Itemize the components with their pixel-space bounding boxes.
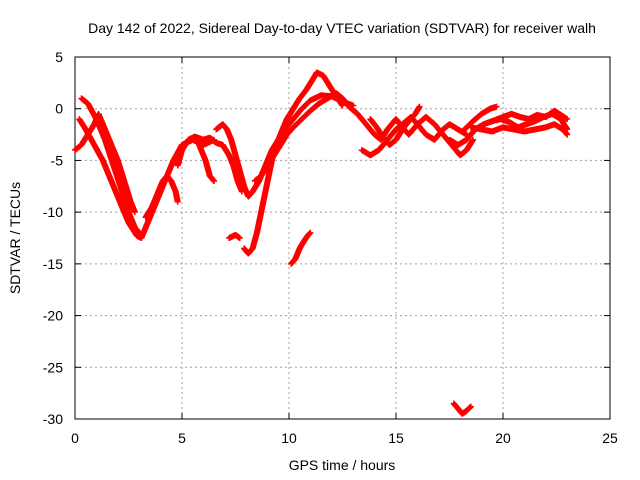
x-axis-label: GPS time / hours	[289, 457, 396, 473]
point-markers	[467, 121, 571, 138]
series-arc-11	[288, 229, 314, 267]
series-arc-5	[174, 133, 245, 195]
point-markers	[251, 90, 352, 185]
point-markers	[288, 229, 314, 267]
point-markers	[174, 133, 245, 195]
x-tick-label: 15	[388, 430, 404, 446]
series-arc-19	[450, 400, 474, 417]
point-markers	[72, 110, 138, 216]
point-markers	[142, 172, 181, 221]
point-markers	[367, 103, 423, 148]
x-tick-label: 10	[281, 430, 297, 446]
series-arc-6	[196, 141, 218, 185]
y-tick-label: -25	[43, 359, 63, 375]
series-arc-2	[78, 95, 143, 236]
series-arc-16	[461, 103, 500, 133]
tick-labels: 0 5 10 15 20 25 5 0 -5 -10 -15 -20 -25 -30	[43, 49, 618, 446]
series-arc-17	[467, 121, 571, 138]
y-tick-label: -5	[51, 152, 64, 168]
y-tick-label: -15	[43, 256, 63, 272]
point-markers	[78, 95, 143, 236]
series-arc-4	[142, 172, 181, 221]
series-arc-10	[226, 231, 243, 241]
plot-frame	[74, 56, 611, 420]
y-tick-label: -20	[43, 308, 63, 324]
y-tick-label: 5	[55, 49, 63, 65]
y-tick-label: 0	[55, 101, 63, 117]
x-tick-label: 0	[71, 430, 79, 446]
x-tick-label: 20	[495, 430, 511, 446]
point-markers	[461, 103, 500, 133]
y-tick-label: -30	[43, 411, 63, 427]
series-arc-9	[251, 90, 352, 185]
point-markers	[489, 107, 571, 125]
series-arc-3	[72, 110, 138, 216]
series-arc-14	[367, 103, 423, 148]
point-markers	[226, 231, 243, 241]
point-markers	[196, 141, 218, 185]
x-tick-label: 5	[178, 430, 186, 446]
data-points	[72, 69, 571, 417]
y-tick-label: -10	[43, 204, 63, 220]
series-arc-18	[489, 107, 571, 125]
chart-title: Day 142 of 2022, Sidereal Day-to-day VTE…	[88, 20, 596, 36]
point-markers	[450, 400, 474, 417]
x-tick-label: 25	[602, 430, 618, 446]
y-axis-label: SDTVAR / TECUs	[7, 182, 23, 294]
